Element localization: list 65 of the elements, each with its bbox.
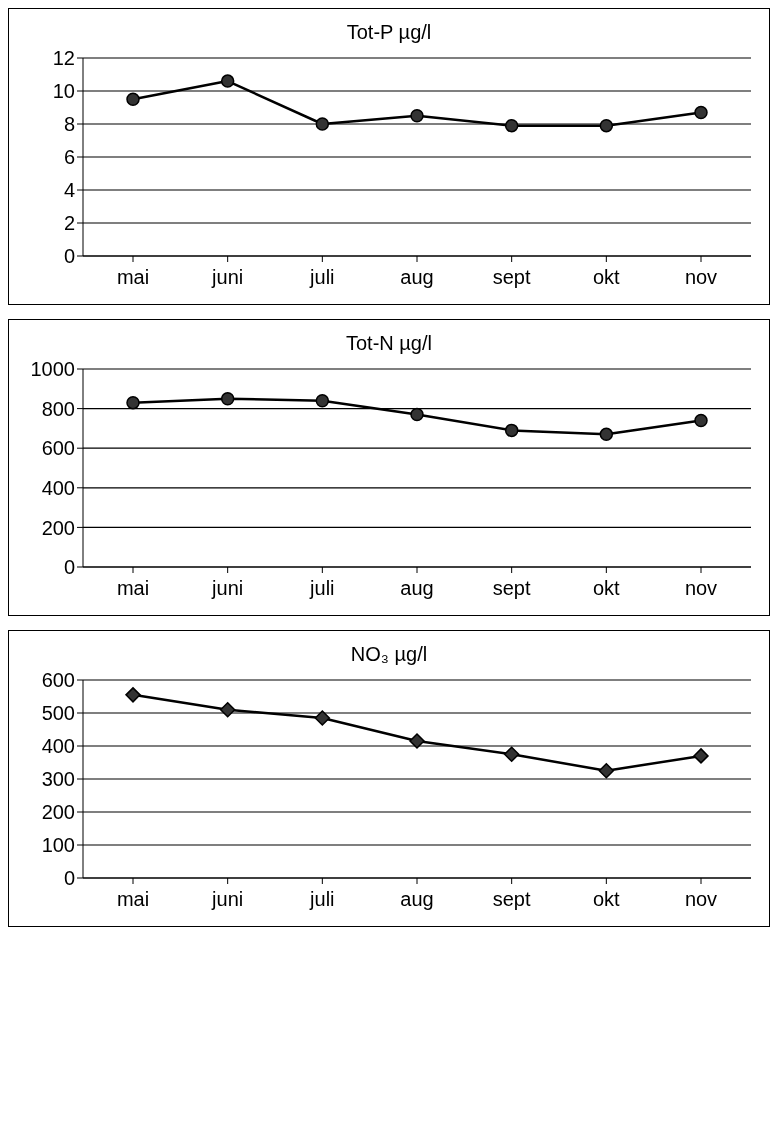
x-tick-label: nov	[684, 266, 718, 289]
point	[599, 427, 614, 442]
x-tick-label: mai	[116, 266, 150, 289]
y-tick-label: 10	[52, 80, 75, 103]
point	[315, 117, 330, 131]
chart-title: NO₃ µg/l	[349, 642, 429, 666]
y-tick-label: 0	[63, 245, 75, 268]
x-tick-label: nov	[684, 577, 718, 600]
y-tick-label: 600	[41, 669, 75, 692]
point	[219, 701, 236, 718]
x-tick-label: aug	[400, 888, 434, 911]
point	[314, 710, 331, 726]
point	[599, 118, 614, 133]
point	[220, 391, 235, 406]
point	[126, 395, 140, 410]
x-tick-label: nov	[684, 888, 718, 911]
point	[125, 687, 141, 703]
point	[598, 763, 615, 779]
point	[693, 748, 709, 764]
x-tick-label: juli	[309, 266, 335, 289]
y-tick-label: 4	[63, 179, 75, 202]
y-tick-label: 600	[41, 437, 75, 460]
x-tick-label: juni	[211, 266, 244, 289]
x-tick-label: sept	[492, 266, 532, 289]
x-tick-label: sept	[492, 888, 532, 911]
x-tick-label: okt	[592, 577, 621, 600]
point	[315, 393, 330, 408]
y-tick-label: 500	[41, 702, 75, 725]
y-tick-label: 0	[63, 556, 75, 579]
x-tick-label: juni	[211, 888, 244, 911]
y-tick-label: 200	[41, 801, 75, 824]
y-tick-label: 12	[52, 47, 75, 70]
x-tick-label: juni	[211, 577, 244, 600]
x-tick-label: sept	[492, 577, 532, 600]
point	[220, 74, 235, 88]
y-tick-label: 400	[41, 476, 75, 499]
point	[126, 92, 140, 106]
point	[410, 109, 424, 123]
point	[503, 746, 520, 762]
x-tick-label: aug	[400, 577, 434, 600]
point	[410, 407, 424, 422]
y-tick-label: 2	[63, 212, 75, 235]
y-tick-label: 400	[41, 735, 75, 758]
x-tick-label: mai	[116, 577, 150, 600]
x-tick-label: mai	[116, 888, 150, 911]
x-tick-label: okt	[592, 266, 621, 289]
point	[504, 118, 519, 133]
point	[694, 105, 708, 120]
point	[504, 423, 519, 438]
y-tick-label: 0	[63, 867, 75, 890]
y-tick-label: 800	[41, 397, 75, 420]
y-tick-label: 1000	[30, 358, 75, 381]
y-tick-label: 8	[63, 113, 75, 136]
x-tick-label: okt	[592, 888, 621, 911]
y-tick-label: 100	[41, 834, 75, 857]
x-tick-label: juli	[309, 888, 335, 911]
point	[409, 733, 425, 749]
y-tick-label: 300	[41, 768, 75, 791]
x-tick-label: aug	[400, 266, 434, 289]
chart-title: Tot-N µg/l	[345, 331, 433, 355]
y-tick-label: 6	[63, 146, 75, 169]
chart-title: Tot-P µg/l	[345, 20, 433, 44]
y-tick-label: 200	[41, 516, 75, 539]
x-tick-label: juli	[309, 577, 335, 600]
point	[694, 413, 708, 428]
